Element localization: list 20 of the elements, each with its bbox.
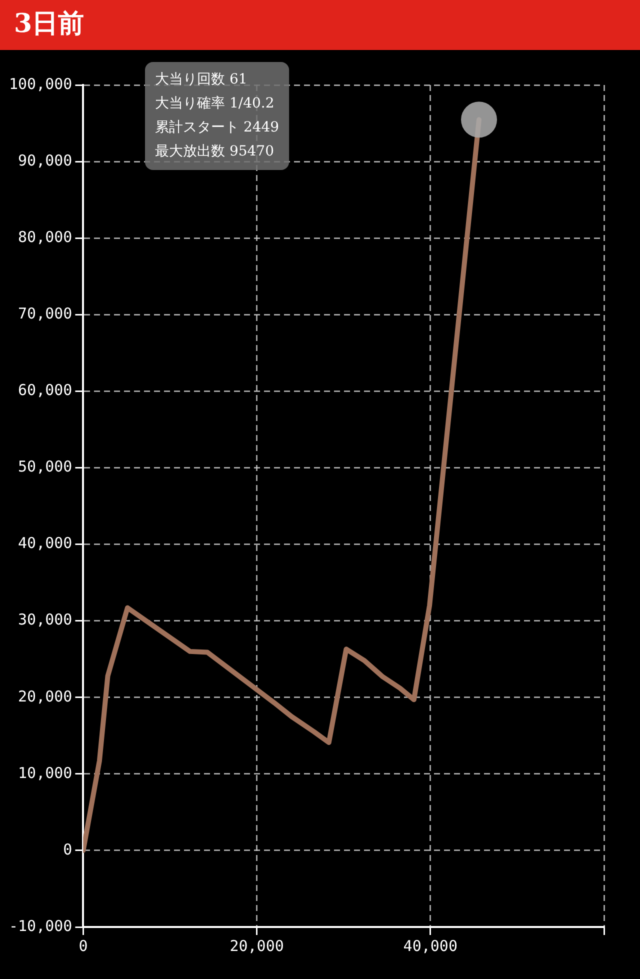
y-tick-label: 0 xyxy=(63,840,72,858)
y-tick-label: 30,000 xyxy=(18,610,72,629)
y-tick-label: 80,000 xyxy=(18,228,72,246)
y-tick-label: 60,000 xyxy=(18,381,72,400)
annotation: 累計スタート 2449 xyxy=(155,120,280,136)
y-tick-label: 20,000 xyxy=(18,687,72,706)
x-tick-label: 40,000 xyxy=(403,936,458,955)
y-tick-label: 40,000 xyxy=(18,534,72,552)
annotation: 大当り確率 1/40.2 xyxy=(155,96,274,112)
y-tick-label: -10,000 xyxy=(8,916,72,935)
y-tick-label: 100,000 xyxy=(8,74,72,93)
annotation: 最大放出数 95470 xyxy=(155,144,274,160)
y-tick-label: 10,000 xyxy=(18,764,72,782)
annotation: 大当り回数 61 xyxy=(155,72,248,88)
x-tick-label: 20,000 xyxy=(230,936,284,955)
y-tick-label: 90,000 xyxy=(18,151,72,170)
y-tick-label: 50,000 xyxy=(18,458,72,476)
chart-title: 3日前 xyxy=(0,0,640,50)
y-tick-label: 70,000 xyxy=(18,304,72,323)
x-tick-label: 0 xyxy=(78,936,88,955)
